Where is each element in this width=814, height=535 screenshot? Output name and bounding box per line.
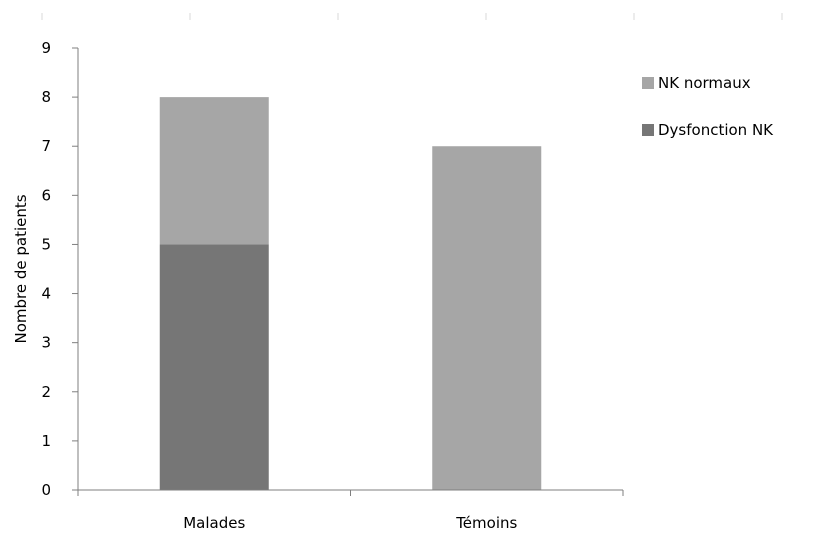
legend-label-nk-normaux: NK normaux	[658, 74, 751, 92]
legend: NK normaux Dysfonction NK	[642, 74, 774, 139]
legend-swatch-nk-normaux	[642, 77, 654, 89]
legend-label-dysfonction-nk: Dysfonction NK	[658, 121, 774, 139]
x-tick-label-malades: Malades	[183, 514, 245, 532]
y-tick-label-2: 2	[41, 383, 51, 401]
y-tick-label-3: 3	[41, 334, 51, 352]
y-tick-label-8: 8	[41, 88, 51, 106]
y-axis-label: Nombre de patients	[12, 194, 30, 343]
bar-malades-dysfonction-nk	[159, 244, 269, 490]
top-axis-ticks	[41, 13, 783, 20]
y-tick-label-0: 0	[41, 481, 51, 499]
bar-t-moins-nk-normaux	[432, 146, 542, 490]
legend-swatch-dysfonction-nk	[642, 124, 654, 136]
y-tick-label-5: 5	[41, 235, 51, 253]
y-tick-label-7: 7	[41, 137, 51, 155]
y-tick-label-1: 1	[41, 432, 51, 450]
x-tick-label-t-moins: Témoins	[455, 514, 517, 532]
y-tick-label-4: 4	[41, 285, 51, 303]
bar-malades-nk-normaux	[159, 97, 269, 245]
bars	[159, 97, 542, 490]
x-axis-ticks: Malades Témoins	[77, 490, 624, 532]
y-tick-label-9: 9	[41, 39, 51, 57]
y-axis-ticks: 0 1 2 3 4 5 6 7 8 9	[41, 39, 78, 499]
y-tick-label-6: 6	[41, 186, 51, 204]
